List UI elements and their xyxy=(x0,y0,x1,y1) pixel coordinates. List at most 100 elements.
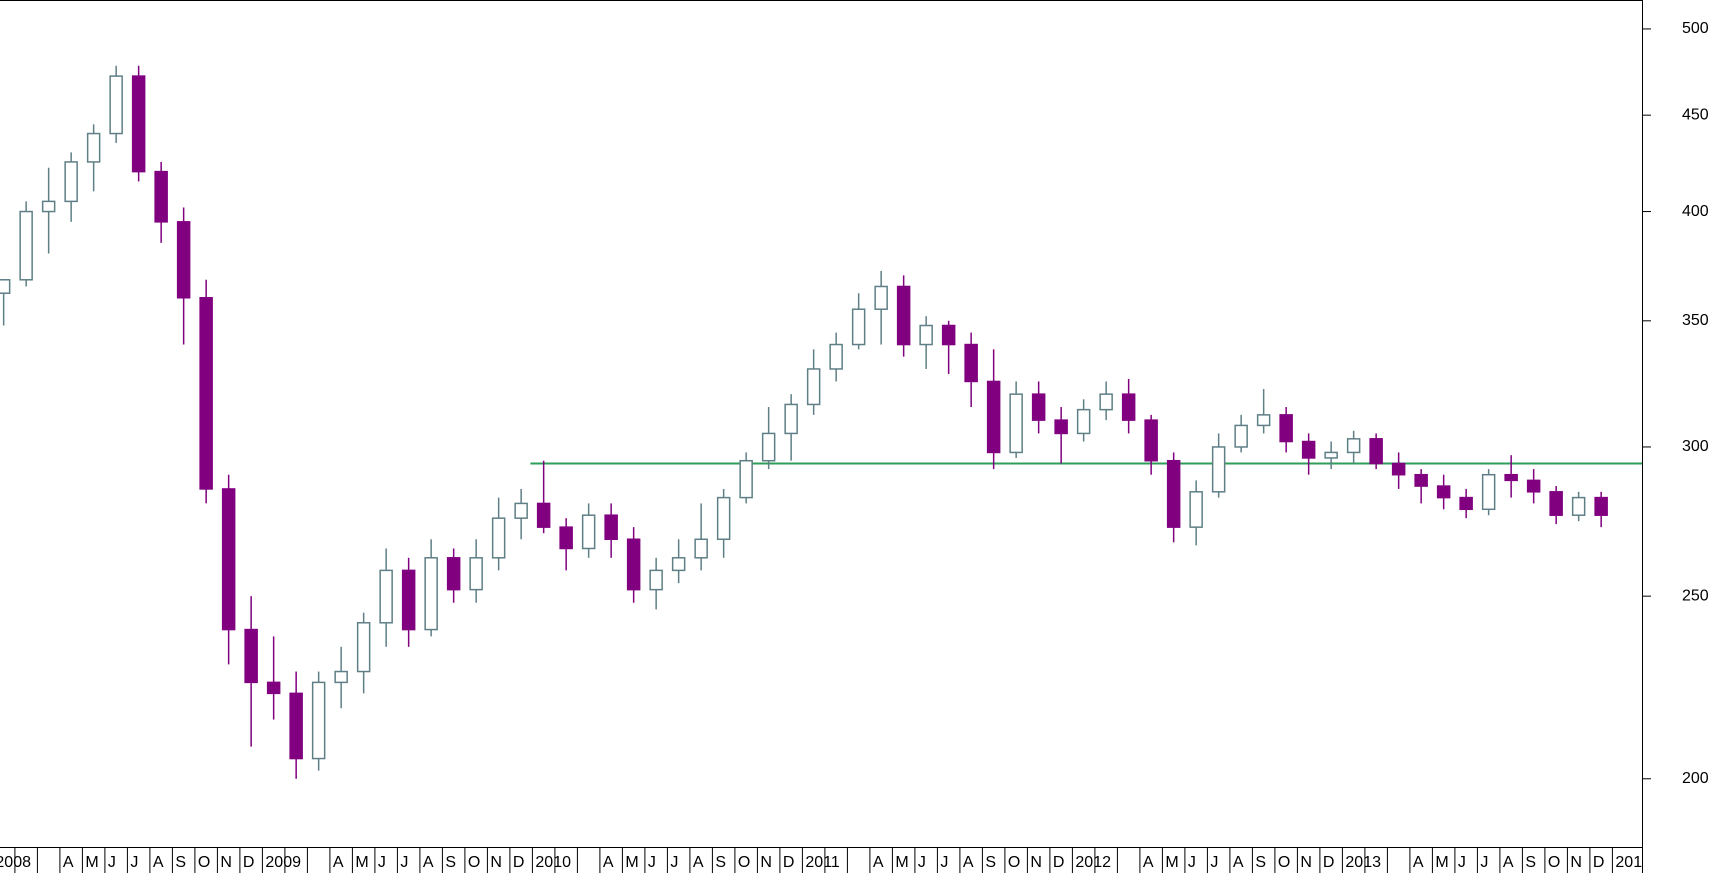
candle-body xyxy=(1189,491,1203,528)
x-tick-label: D xyxy=(1053,854,1065,871)
x-tick-label: M xyxy=(1435,854,1448,871)
candle-body xyxy=(536,502,551,528)
x-tick-label: A xyxy=(1143,854,1154,871)
x-tick-label: D xyxy=(243,854,255,871)
candle-body xyxy=(784,403,798,435)
x-tick-label: 2013 xyxy=(1345,854,1381,871)
x-tick-label: O xyxy=(1008,854,1020,871)
x-tick-label: N xyxy=(1300,854,1312,871)
x-tick-label: N xyxy=(1570,854,1582,871)
candle-body xyxy=(491,517,506,559)
candle-body xyxy=(1009,393,1023,454)
x-tick-label: J xyxy=(1480,854,1488,871)
candle-body xyxy=(649,569,663,591)
candle-body xyxy=(0,279,11,294)
x-tick-label: N xyxy=(760,854,772,871)
x-tick-label: A xyxy=(1413,854,1424,871)
x-tick-label: J xyxy=(918,854,926,871)
candle-body xyxy=(1279,414,1293,443)
candle-body xyxy=(289,692,303,760)
candle-body xyxy=(86,132,101,163)
candle-body xyxy=(694,538,708,559)
candle-body xyxy=(221,488,236,631)
candle-body xyxy=(604,514,618,541)
x-tick-label: A xyxy=(423,854,434,871)
candle-body xyxy=(1436,485,1451,499)
x-tick-label: A xyxy=(153,854,164,871)
x-tick-label: D xyxy=(513,854,525,871)
x-tick-label: J xyxy=(400,854,408,871)
x-tick-label: M xyxy=(355,854,368,871)
candle-body xyxy=(739,459,753,499)
candle-body xyxy=(581,514,596,550)
candle-body xyxy=(1076,408,1091,435)
x-tick-label: J xyxy=(378,854,386,871)
x-tick-label: N xyxy=(1030,854,1042,871)
candle-body xyxy=(941,324,956,346)
candle-body xyxy=(131,75,146,173)
candle-body xyxy=(559,526,573,550)
x-tick-label: 2012 xyxy=(1075,854,1111,871)
y-tick-label: 250 xyxy=(1682,587,1709,604)
candle-body xyxy=(1481,473,1496,511)
x-tick-label: J xyxy=(108,854,116,871)
x-tick-label: A xyxy=(333,854,344,871)
candle-body xyxy=(1414,473,1428,487)
candle-body xyxy=(401,569,416,631)
candle-body xyxy=(896,285,911,346)
x-tick-label: J xyxy=(1458,854,1466,871)
x-tick-label: D xyxy=(783,854,795,871)
candle-body xyxy=(1549,491,1563,516)
x-tick-label: A xyxy=(693,854,704,871)
candle-body xyxy=(41,200,56,213)
x-tick-label: A xyxy=(873,854,884,871)
x-tick-label: A xyxy=(603,854,614,871)
x-tick-label: N xyxy=(220,854,232,871)
x-tick-label: S xyxy=(1255,854,1266,871)
x-tick-label: M xyxy=(1165,854,1178,871)
candle-body xyxy=(1346,438,1361,454)
x-tick-label: J xyxy=(130,854,138,871)
x-tick-label: D xyxy=(1593,854,1605,871)
candle-body xyxy=(176,221,191,299)
candle-body xyxy=(109,75,123,135)
candle-body xyxy=(64,161,78,203)
candle-body xyxy=(806,368,821,406)
candle-body xyxy=(1166,459,1181,528)
candle-body xyxy=(1571,496,1586,516)
x-tick-label: J xyxy=(940,854,948,871)
x-tick-label: M xyxy=(85,854,98,871)
x-tick-label: O xyxy=(1548,854,1560,871)
candle-body xyxy=(446,557,461,591)
x-tick-label: S xyxy=(1525,854,1536,871)
x-tick-label: J xyxy=(670,854,678,871)
x-tick-label: M xyxy=(625,854,638,871)
y-tick-label: 200 xyxy=(1682,770,1709,787)
y-tick-label: 300 xyxy=(1682,438,1709,455)
x-tick-label: J xyxy=(1188,854,1196,871)
candle-body xyxy=(829,343,843,370)
candle-body xyxy=(1031,393,1046,421)
candle-body xyxy=(1594,496,1608,516)
x-tick-label: N xyxy=(490,854,502,871)
candle-body xyxy=(919,324,933,346)
candle-body xyxy=(1054,419,1068,435)
candle-body xyxy=(626,538,641,591)
x-tick-label: O xyxy=(198,854,210,871)
candle-body xyxy=(1144,419,1158,462)
candle-body xyxy=(964,343,978,383)
candle-body xyxy=(1121,393,1136,421)
plot-area: 2008AMJJASOND2009AMJJASOND2010AMJJASOND2… xyxy=(0,65,1642,873)
candle-body xyxy=(851,308,866,346)
candle-body xyxy=(1391,462,1406,476)
x-tick-label: 2011 xyxy=(805,854,840,871)
x-tick-label: A xyxy=(1503,854,1514,871)
x-tick-label: 2008 xyxy=(0,854,31,871)
candle-body xyxy=(19,210,33,281)
candle-body xyxy=(514,502,528,519)
candle-body xyxy=(154,170,168,223)
candle-body xyxy=(1234,424,1248,448)
x-tick-label: O xyxy=(1278,854,1290,871)
candle-body xyxy=(244,628,258,684)
